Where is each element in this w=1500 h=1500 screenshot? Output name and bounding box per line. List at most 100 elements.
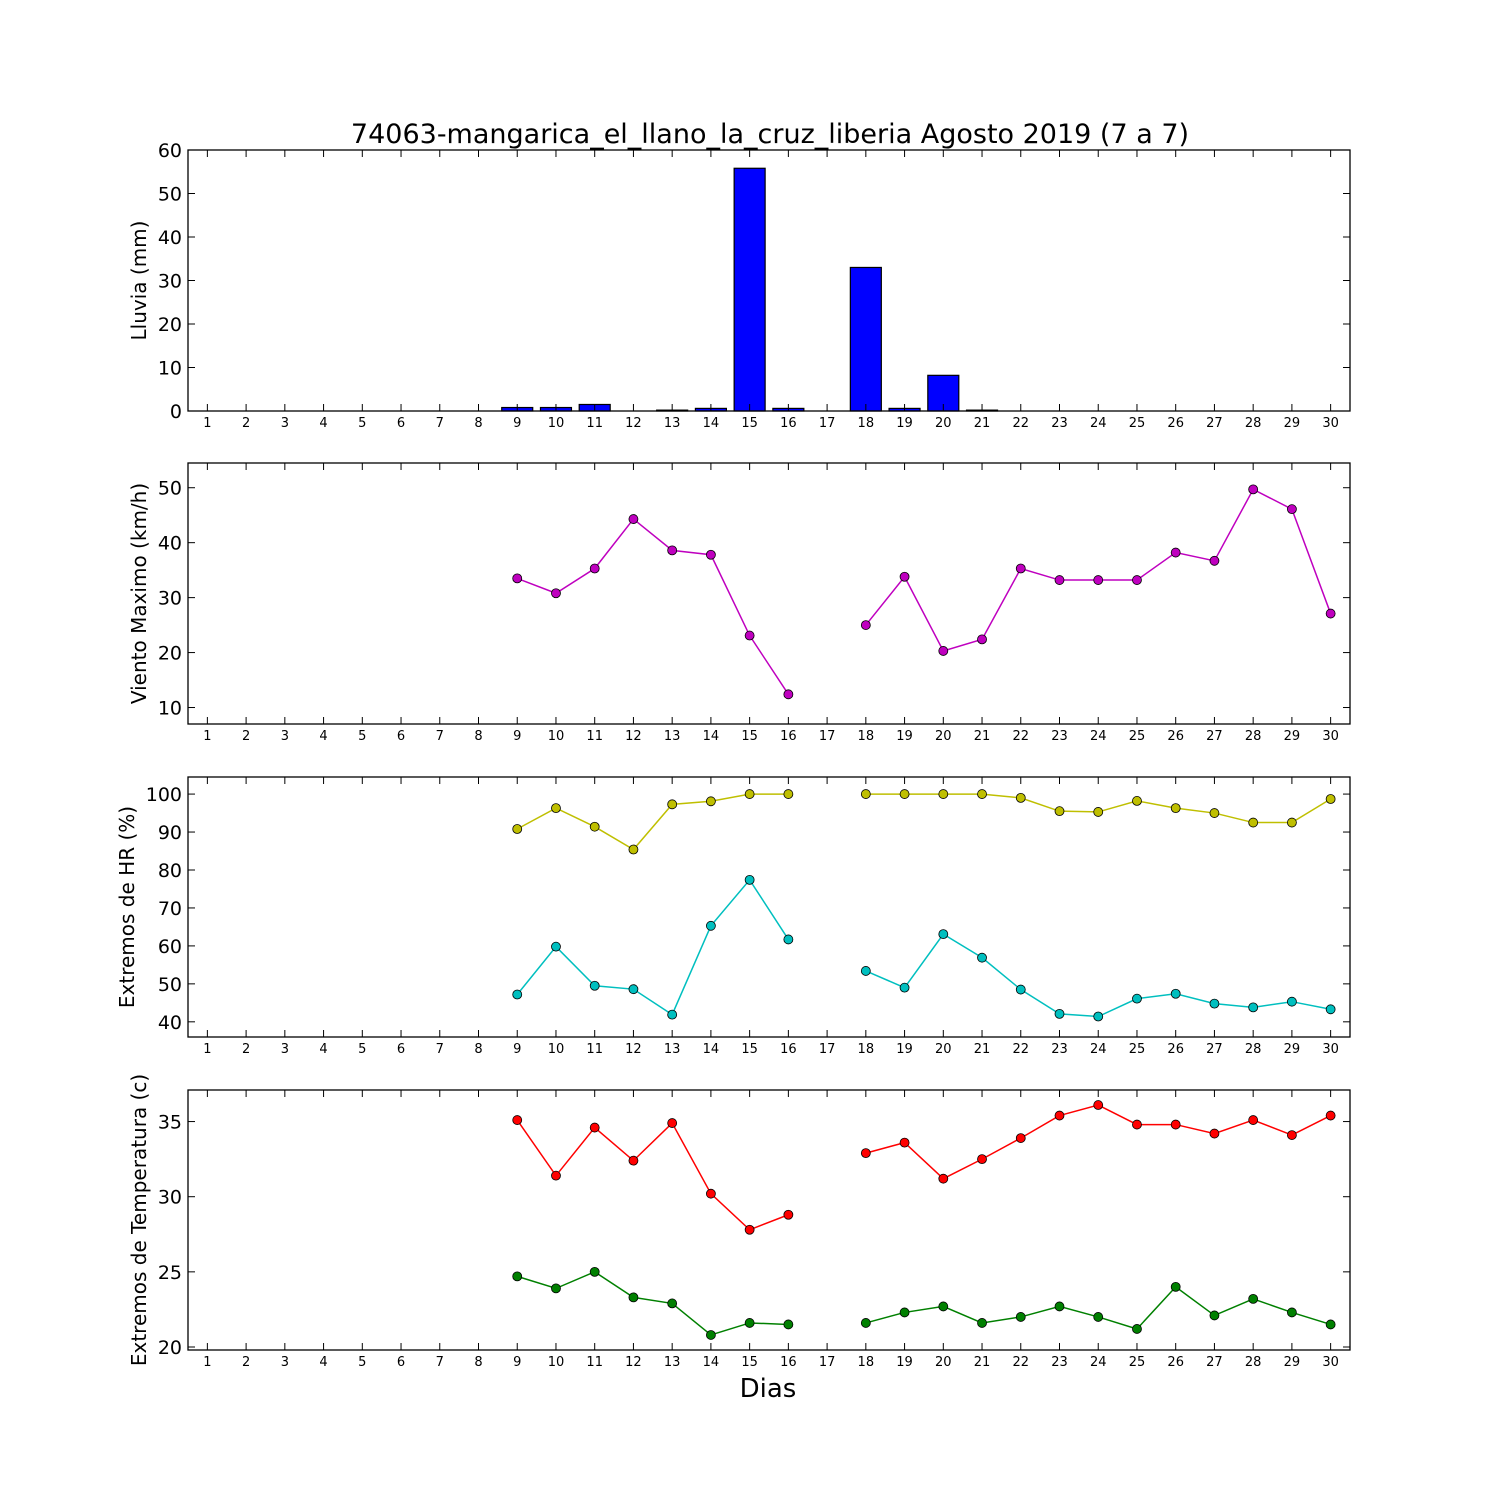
series-1: [512, 484, 1336, 700]
axes-frame: [187, 1089, 1351, 1351]
x-tick-label: 24: [1090, 416, 1107, 431]
x-tick-label: 20: [935, 1355, 952, 1370]
x-tick-label: 10: [548, 1042, 565, 1057]
x-tick-label: 21: [974, 1042, 991, 1057]
y-tick-label: 20: [158, 314, 182, 336]
data-point-day-23: [1054, 1008, 1065, 1019]
x-tick-label: 4: [319, 416, 327, 431]
axes-frame: [187, 776, 1351, 1038]
data-point-day-15: [744, 630, 755, 641]
x-tick-label: 19: [896, 1355, 913, 1370]
data-point-day-14: [706, 549, 716, 560]
x-tick-label: 9: [513, 1042, 521, 1057]
data-point-day-9: [512, 1271, 523, 1282]
data-point-day-18: [860, 1148, 871, 1159]
data-point-day-13: [667, 1118, 678, 1128]
x-tick-label: 18: [858, 1042, 875, 1057]
data-point-day-22: [1015, 1312, 1026, 1322]
subplot-2: 1 2 3 4 5 6 7 8 9 10 11 12 13 14 15 16 17 18 19 20 21 22 23 24 2…: [127, 462, 1351, 744]
x-tick-label: 13: [664, 729, 681, 744]
x-tick-label: 20: [935, 729, 952, 744]
x-axis-label: Dias: [740, 1374, 797, 1404]
y-tick-label: 70: [158, 898, 182, 920]
data-point-day-29: [1287, 1130, 1297, 1140]
data-point-day-13: [667, 799, 678, 810]
x-tick-label: 7: [436, 729, 444, 744]
x-tick-label: 8: [474, 729, 482, 744]
x-tick-label: 15: [741, 416, 758, 431]
x-tick-label: 9: [513, 729, 521, 744]
data-point-day-15: [744, 789, 755, 799]
subplot-3: 1 2 3 4 5 6 7 8 9 10 11 12 13 14 15 16 17 18 19 20 21 22 23 24 2…: [115, 776, 1351, 1057]
x-tick-label: 28: [1245, 1355, 1262, 1370]
data-point-day-25: [1132, 993, 1142, 1004]
x-tick-label: 2: [242, 416, 250, 431]
x-tick-label: 3: [281, 416, 289, 431]
data-point-day-25: [1132, 575, 1142, 585]
x-tick-label: 12: [625, 729, 642, 744]
y-tick-label: 50: [158, 478, 182, 500]
x-tick-label: 29: [1284, 1042, 1301, 1057]
data-point-day-22: [1015, 984, 1026, 995]
x-tick-label: 11: [586, 729, 603, 744]
x-tick-label: 29: [1284, 729, 1301, 744]
x-tick-label: 13: [664, 1042, 681, 1057]
y-axis-label: Viento Maximo (km/h): [127, 483, 151, 704]
data-point-day-24: [1093, 1011, 1104, 1022]
x-tick-label: 30: [1322, 416, 1339, 431]
chart-title: 74063-mangarica_el_llano_la_cruz_liberia…: [351, 119, 1189, 150]
x-tick-label: 22: [1012, 1042, 1029, 1057]
x-tick-label: 5: [358, 1355, 366, 1370]
y-tick-label: 20: [158, 1337, 182, 1359]
bar-day-15: [733, 167, 766, 412]
x-tick-label: 25: [1129, 1355, 1146, 1370]
y-tick-label: 80: [158, 860, 182, 882]
y-tick-label: 10: [158, 698, 182, 720]
x-tick-label: 21: [974, 416, 991, 431]
y-tick-label: 40: [158, 533, 182, 555]
x-tick-label: 29: [1284, 416, 1301, 431]
data-point-day-12: [628, 1155, 639, 1166]
x-tick-label: 2: [242, 1355, 250, 1370]
x-tick-label: 21: [974, 1355, 991, 1370]
x-tick-label: 5: [358, 416, 366, 431]
series-line: [516, 517, 789, 695]
data-point-day-26: [1170, 988, 1181, 999]
data-point-day-14: [706, 1188, 716, 1199]
data-point-day-20: [938, 1301, 949, 1312]
y-tick-label: 60: [158, 140, 182, 162]
x-tick-label: 26: [1167, 1042, 1184, 1057]
y-tick-label: 25: [158, 1262, 182, 1284]
x-tick-label: 22: [1012, 416, 1029, 431]
data-point-day-18: [860, 620, 871, 630]
data-point-day-10: [551, 803, 561, 814]
x-tick-label: 14: [703, 729, 720, 744]
data-point-day-21: [977, 1154, 987, 1165]
data-point-day-25: [1132, 1324, 1142, 1334]
data-point-day-19: [899, 1137, 910, 1148]
x-tick-label: 27: [1206, 1042, 1223, 1057]
data-point-day-20: [938, 1173, 949, 1184]
data-point-day-19: [899, 1307, 910, 1318]
data-point-day-27: [1209, 808, 1220, 818]
y-tick-label: 60: [158, 936, 182, 958]
x-tick-label: 18: [858, 729, 875, 744]
x-tick-label: 27: [1206, 1355, 1223, 1370]
bar-day-18: [849, 266, 882, 412]
series-1: [512, 1100, 1336, 1235]
data-point-day-15: [744, 1224, 755, 1235]
x-tick-label: 4: [319, 729, 327, 744]
data-point-day-24: [1093, 1100, 1104, 1110]
x-tick-label: 3: [281, 729, 289, 744]
y-tick-label: 50: [158, 184, 182, 206]
x-tick-label: 1: [203, 729, 211, 744]
data-point-day-30: [1325, 1004, 1336, 1015]
x-tick-label: 9: [513, 1355, 521, 1370]
y-tick-label: 0: [170, 401, 182, 423]
x-tick-label: 24: [1090, 729, 1107, 744]
y-tick-label: 10: [158, 358, 182, 380]
data-point-day-16: [783, 1319, 794, 1330]
data-point-day-28: [1248, 1002, 1259, 1013]
x-tick-label: 5: [358, 1042, 366, 1057]
x-tick-label: 12: [625, 1042, 642, 1057]
